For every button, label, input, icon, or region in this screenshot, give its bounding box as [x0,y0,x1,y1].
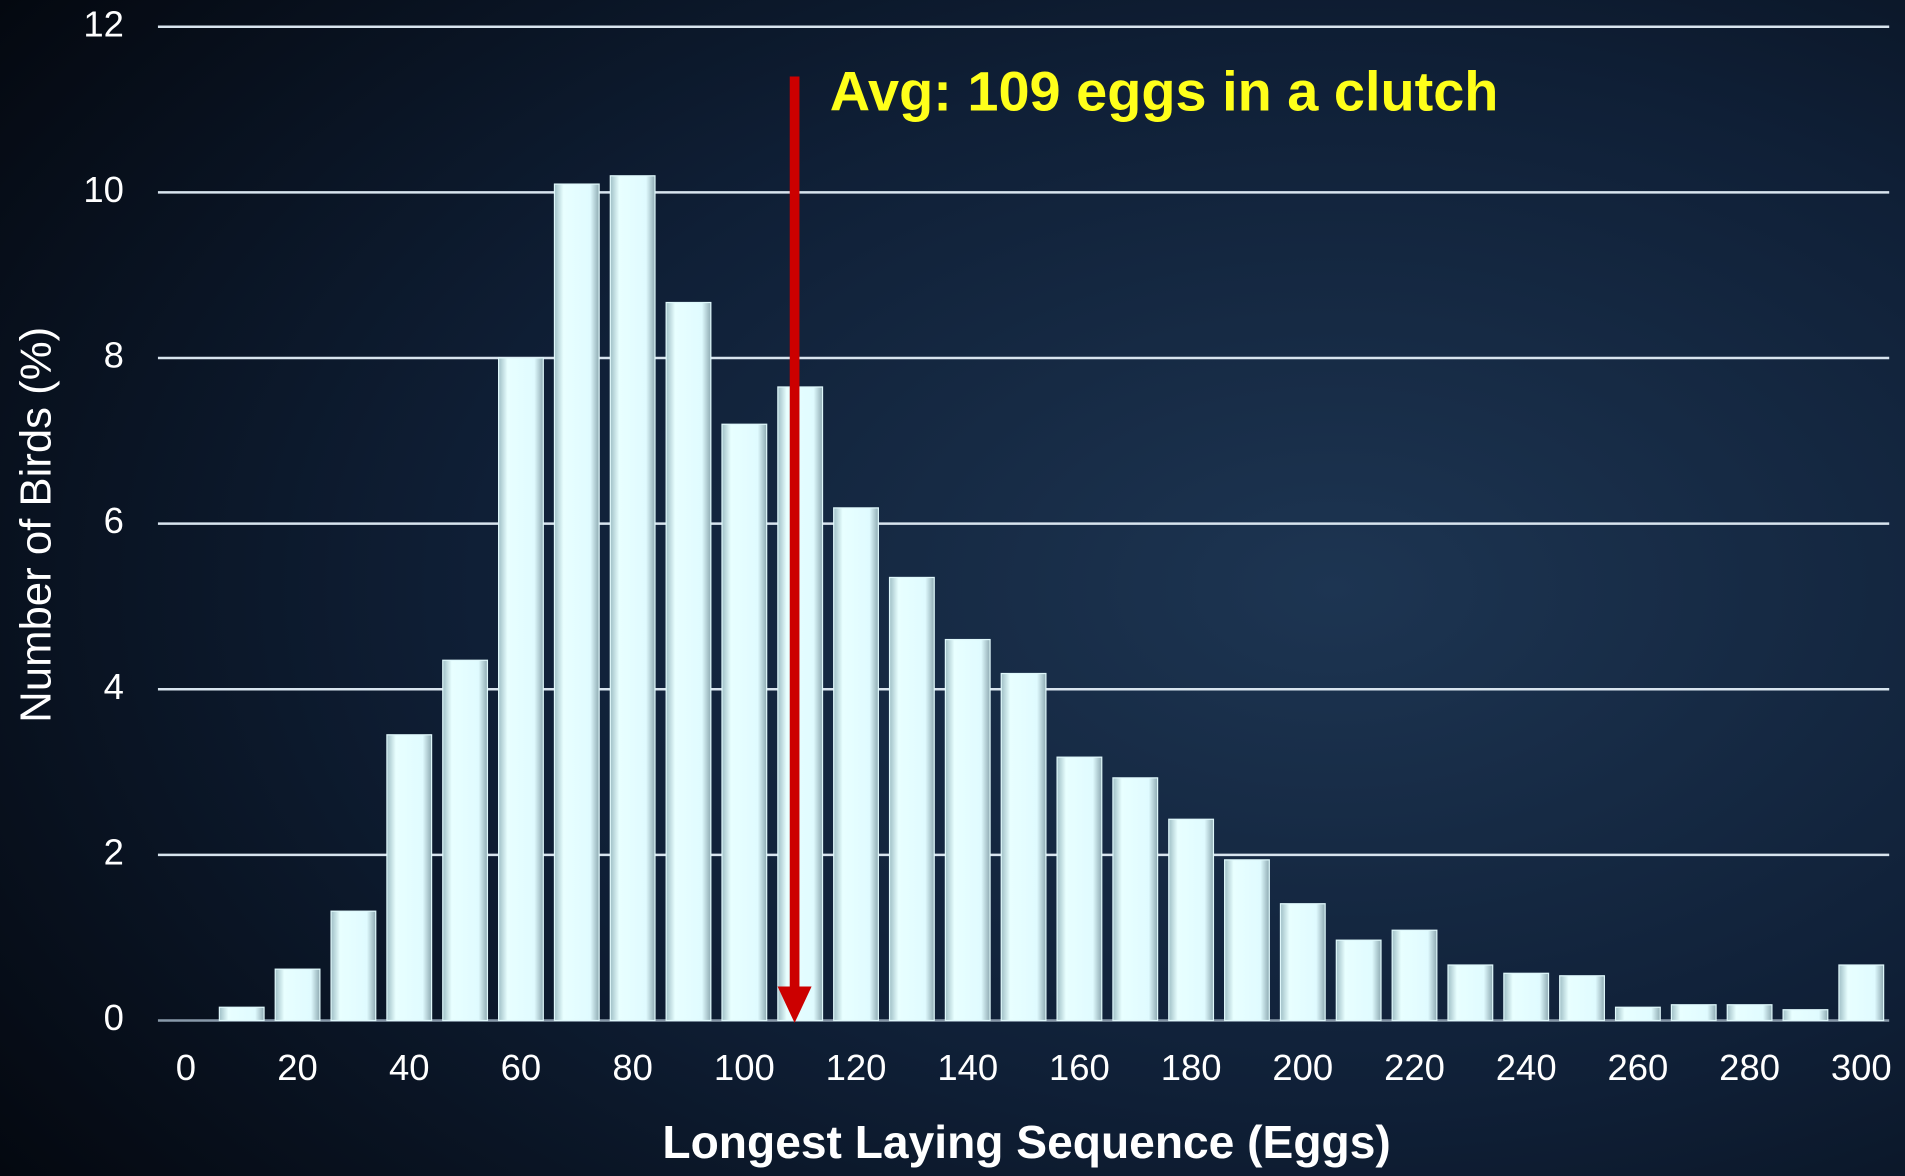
x-tick-label: 120 [826,1047,887,1088]
bar [442,659,489,1022]
bar [274,968,321,1022]
x-tick-label: 260 [1607,1047,1668,1088]
x-tick-label: 160 [1049,1047,1110,1088]
bar [721,423,768,1022]
x-tick-label: 200 [1272,1047,1333,1088]
bar [1279,903,1326,1022]
x-tick-label: 0 [176,1047,196,1088]
bar [1614,1006,1661,1022]
bar [1726,1004,1773,1022]
bar [1224,859,1270,1022]
bar [386,734,433,1022]
bar [1838,964,1885,1022]
y-tick-label: 10 [83,169,124,210]
x-tick-label: 180 [1161,1047,1222,1088]
x-tick-label: 20 [277,1047,318,1088]
y-tick-label: 2 [104,831,124,872]
annotation-arrowhead [777,986,812,1023]
bar [498,357,544,1022]
y-tick-label: 6 [104,500,124,541]
bar [1112,777,1159,1022]
bar [1670,1004,1717,1022]
bar [1168,818,1215,1022]
x-tick-label: 220 [1384,1047,1445,1088]
bar [218,1006,265,1022]
x-axis-label: Longest Laying Sequence (Eggs) [662,1116,1390,1168]
x-tick-label: 40 [389,1047,430,1088]
bar [777,386,824,1022]
x-tick-label: 80 [612,1047,653,1088]
x-tick-label: 300 [1831,1047,1892,1088]
x-tick-label: 140 [937,1047,998,1088]
bar [609,175,656,1022]
bar [330,910,377,1022]
y-tick-label: 0 [104,997,124,1038]
bar [833,507,879,1022]
bar [1335,939,1382,1022]
bar [1559,975,1605,1022]
x-tick-label: 100 [714,1047,775,1088]
annotation-text: Avg: 109 eggs in a clutch [830,60,1499,123]
bar [1782,1009,1829,1022]
x-tick-label: 240 [1496,1047,1557,1088]
bar [1056,756,1103,1022]
y-tick-label: 12 [83,3,124,44]
bar [944,638,991,1022]
bar [1447,964,1494,1022]
y-tick-label: 8 [104,335,124,376]
bar [1000,672,1047,1022]
y-axis-label: Number of Birds (%) [11,327,60,723]
bar [1391,929,1438,1022]
bar [665,301,712,1022]
x-tick-label: 60 [501,1047,542,1088]
x-tick-label: 280 [1719,1047,1780,1088]
bar [1503,972,1550,1022]
bar [888,576,935,1022]
y-tick-label: 4 [104,666,124,707]
bar [553,183,600,1022]
